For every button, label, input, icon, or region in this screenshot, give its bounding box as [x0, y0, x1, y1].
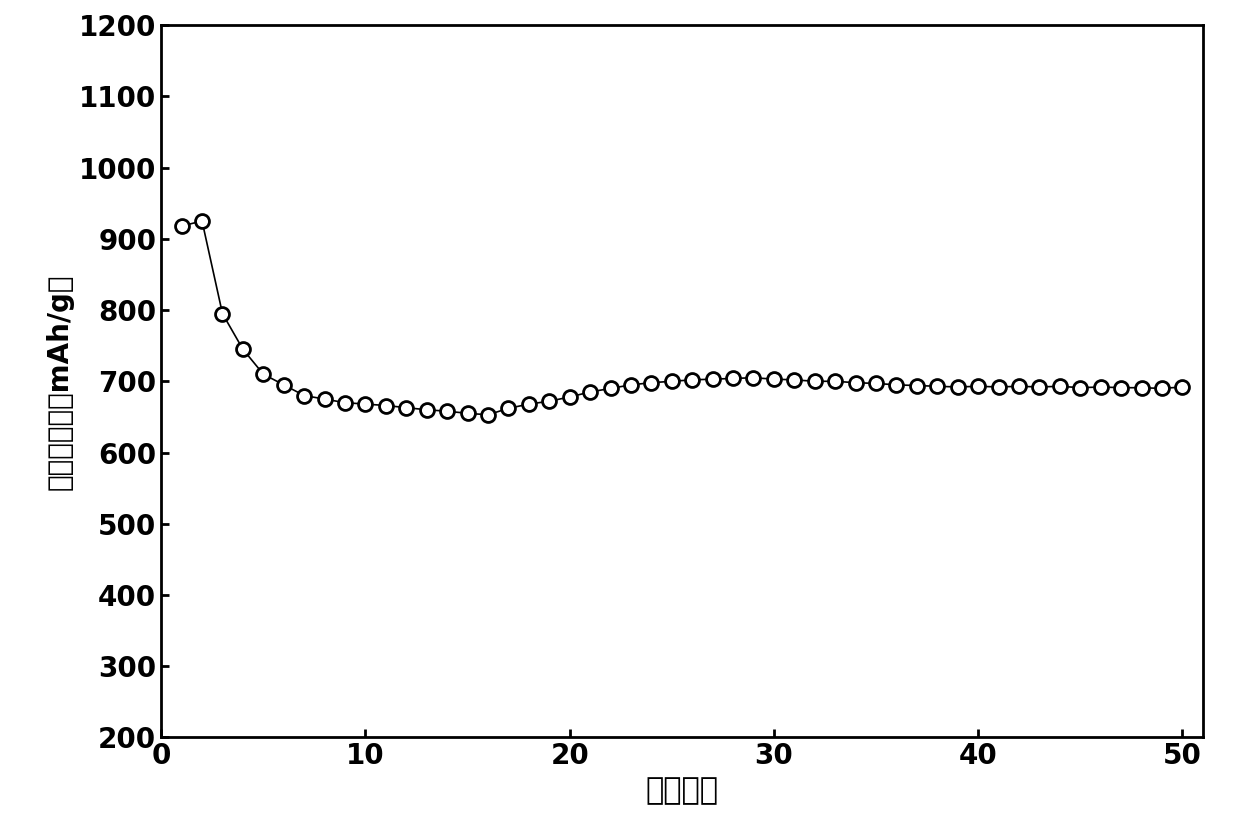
Y-axis label: 放电比容量（mAh/g）: 放电比容量（mAh/g） [46, 273, 73, 489]
X-axis label: 循环次数: 循环次数 [646, 776, 718, 804]
